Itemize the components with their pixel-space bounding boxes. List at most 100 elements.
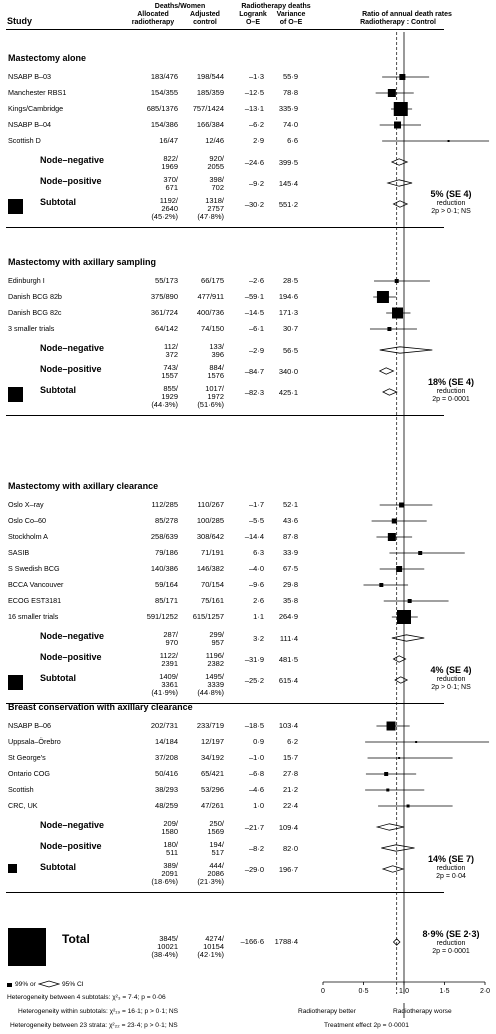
node-negative-2-diamond [391, 634, 425, 642]
subtotal-2-ctrl: 1495/ 3339 (44·8%) [197, 672, 224, 697]
study-0-2-rt: 685/1376 [146, 104, 178, 113]
study-3-5-var: 22·4 [282, 801, 298, 810]
study-0-3-ctrl: 166/384 [196, 120, 224, 129]
study-2-2-box [387, 533, 396, 541]
study-1-3-ctrl: 74/150 [201, 324, 224, 333]
total-ctrl: 4274/ 10154 (42·1%) [197, 934, 224, 959]
reduction-0-word: reduction [436, 200, 466, 207]
node-positive-2-ctrl: 1196/ 2382 [205, 651, 224, 668]
legend-ci99-label: 99% or [15, 981, 36, 988]
reduction-2-p: 2p > 0·1; NS [431, 684, 471, 691]
subtotal-1-label: Subtotal [40, 385, 76, 395]
reduction-2-main: 4% (SE 4) [430, 665, 472, 675]
col-header-radiotherapy: radiotherapy [131, 19, 175, 26]
node-positive-1-label: Node–positive [40, 364, 102, 374]
col-header-study: Study [7, 16, 33, 26]
total-reduction-word: reduction [436, 940, 466, 947]
col-header-variance: Variance [276, 11, 306, 18]
study-0-1-box [387, 89, 396, 97]
node-positive-0-rt: 370/ 671 [163, 175, 178, 192]
total-oe: –166·6 [240, 937, 264, 946]
node-positive-1-rt: 743/ 1557 [161, 363, 178, 380]
study-2-5-var: 29·8 [282, 580, 298, 589]
reduction-0-main: 5% (SE 4) [430, 189, 472, 199]
study-0-2-name: Kings/Cambridge [8, 104, 64, 113]
study-0-1-ctrl: 185/359 [196, 88, 224, 97]
study-1-2-name: Danish BCG 82c [8, 308, 62, 317]
subtotal-square-icon [8, 199, 23, 214]
total-reduction-p: 2p = 0·0001 [432, 948, 470, 955]
study-3-3-name: Ontario COG [8, 769, 50, 778]
study-1-3-rt: 64/142 [155, 324, 178, 333]
study-1-3-var: 30·7 [282, 324, 298, 333]
study-1-0-var: 28·5 [282, 276, 298, 285]
study-0-0-name: NSABP B–03 [8, 72, 52, 81]
study-1-3-box [387, 327, 392, 331]
x-tick-label-4: 2·0 [480, 988, 490, 995]
study-2-2-rt: 258/639 [150, 532, 178, 541]
study-0-3-name: NSABP B–04 [8, 120, 52, 129]
node-negative-0-label: Node–negative [40, 155, 105, 165]
subtotal-2-rt: 1409/ 3361 (41·9%) [151, 672, 178, 697]
subtotal-0-rt: 1192/ 2640 (45·2%) [151, 196, 178, 221]
study-0-2-var: 335·9 [278, 104, 298, 113]
study-3-2-ctrl: 34/192 [201, 753, 224, 762]
node-negative-1-diamond [379, 346, 433, 354]
reduction-1-word: reduction [436, 388, 466, 395]
x-tick-label-3: 1·5 [439, 988, 449, 995]
section-title-1: Mastectomy with axillary sampling [8, 257, 157, 267]
study-3-1-name: Uppsala–Örebro [8, 737, 61, 746]
study-2-4-oe: –4·0 [248, 564, 264, 573]
study-1-1-ctrl: 477/911 [197, 292, 224, 301]
subtotal-1-ctrl: 1017/ 1972 (51·6%) [197, 384, 224, 409]
col-header-of-oe: of O–E [279, 19, 303, 26]
study-3-1-rt: 14/184 [155, 737, 178, 746]
reduction-2-word: reduction [436, 676, 466, 683]
total-label: Total [62, 932, 90, 946]
col-header-adjusted: Adjusted [190, 11, 220, 18]
study-3-5-oe: 1·0 [253, 801, 264, 810]
study-0-4-ctrl: 12/46 [205, 136, 224, 145]
subtotal-0-var: 551·2 [278, 200, 298, 209]
node-positive-2-label: Node–positive [40, 652, 102, 662]
study-1-0-ctrl: 66/175 [201, 276, 224, 285]
study-3-2-name: St George's [8, 753, 46, 762]
study-2-5-rt: 59/164 [155, 580, 178, 589]
study-1-1-name: Danish BCG 82b [8, 292, 62, 301]
study-3-4-rt: 38/293 [155, 785, 178, 794]
study-2-5-name: BCCA Vancouver [8, 580, 64, 589]
total-var: 1788·4 [274, 937, 298, 946]
study-1-0-name: Edinburgh I [8, 276, 45, 285]
study-3-0-var: 103·4 [278, 721, 298, 730]
study-2-6-name: ECOG EST3181 [8, 596, 62, 605]
total-square-icon [8, 928, 46, 966]
label-radiotherapy-better: Radiotherapy better [298, 1008, 356, 1015]
study-1-1-rt: 375/890 [150, 292, 178, 301]
study-2-0-var: 52·1 [282, 500, 298, 509]
subtotal-3-ctrl: 444/ 2086 (21·3%) [197, 861, 224, 886]
study-2-0-rt: 112/285 [151, 500, 178, 509]
node-positive-2-oe: –31·9 [244, 655, 264, 664]
legend-box-icon [7, 983, 12, 987]
section-rule-0 [6, 227, 444, 228]
node-negative-1-var: 56·5 [282, 346, 298, 355]
study-0-1-oe: –12·5 [244, 88, 264, 97]
subtotal-square-icon [8, 675, 23, 690]
study-0-2-ctrl: 757/1424 [192, 104, 224, 113]
study-3-2-oe: –1·0 [248, 753, 264, 762]
study-3-5-box [406, 804, 410, 808]
study-2-0-box [399, 502, 405, 508]
subtotal-2-var: 615·4 [278, 676, 298, 685]
study-3-1-ctrl: 12/197 [201, 737, 224, 746]
study-3-4-var: 21·2 [282, 785, 298, 794]
node-positive-2-rt: 1122/ 2391 [159, 651, 178, 668]
study-1-2-var: 171·3 [278, 308, 298, 317]
study-2-2-name: Stockholm A [8, 532, 48, 541]
study-0-3-oe: –6·2 [248, 120, 264, 129]
col-header-deaths-women: Deaths/Women [154, 3, 206, 10]
study-0-4-oe: 2·9 [253, 136, 264, 145]
study-2-0-oe: –1·7 [248, 500, 264, 509]
study-0-0-oe: –1·3 [248, 72, 264, 81]
study-1-2-oe: –14·5 [244, 308, 264, 317]
study-1-2-ctrl: 400/736 [196, 308, 224, 317]
